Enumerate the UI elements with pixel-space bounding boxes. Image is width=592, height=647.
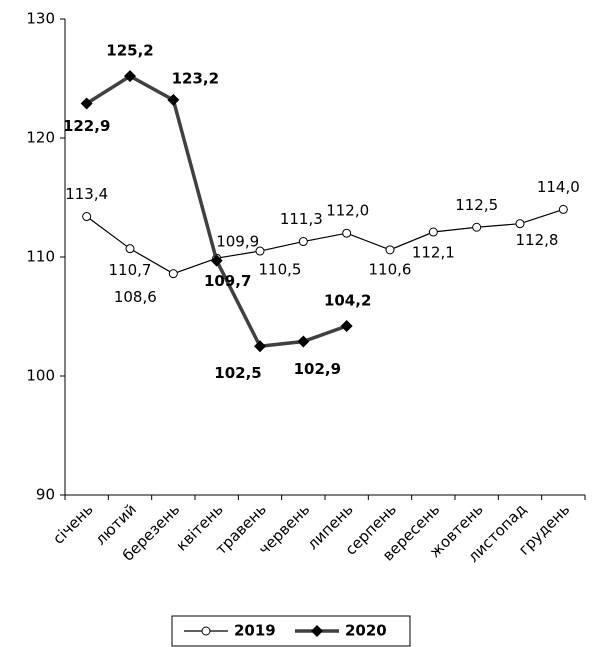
data-label: 112,5 <box>455 196 498 214</box>
marker <box>340 320 353 333</box>
marker <box>255 246 265 256</box>
marker <box>82 212 92 222</box>
data-label: 113,4 <box>65 185 108 203</box>
marker <box>254 340 266 353</box>
data-label: 112,1 <box>412 244 455 262</box>
marker <box>297 335 310 348</box>
marker <box>428 227 438 237</box>
data-label: 110,7 <box>109 261 152 279</box>
legend-label: 2019 <box>234 622 276 640</box>
marker <box>385 245 395 255</box>
marker <box>168 269 178 279</box>
y-tick-label: 120 <box>26 129 55 147</box>
marker <box>298 237 308 247</box>
marker <box>558 204 568 214</box>
y-tick-label: 130 <box>26 10 55 28</box>
y-tick-label: 90 <box>36 486 55 504</box>
data-label: 123,2 <box>172 69 219 87</box>
data-label: 114,0 <box>537 178 580 196</box>
data-label: 109,7 <box>204 272 251 290</box>
marker <box>472 222 482 232</box>
marker <box>125 244 135 254</box>
data-label: 111,3 <box>280 210 323 228</box>
series-line <box>86 208 564 275</box>
data-label: 112,0 <box>326 202 369 220</box>
data-label: 108,6 <box>114 288 157 306</box>
x-tick-label: січень <box>49 500 96 547</box>
data-label: 125,2 <box>106 42 153 60</box>
data-label: 110,6 <box>369 260 412 278</box>
marker <box>167 93 180 106</box>
y-tick-label: 100 <box>26 367 55 385</box>
marker <box>342 228 352 238</box>
data-label: 110,5 <box>259 261 302 279</box>
legend-marker <box>311 625 323 637</box>
legend-label: 2020 <box>345 622 387 640</box>
data-label: 102,9 <box>294 360 341 378</box>
marker <box>515 219 525 229</box>
data-label: 102,5 <box>214 364 261 382</box>
data-label: 112,8 <box>516 231 559 249</box>
data-label: 122,9 <box>63 117 110 135</box>
marker <box>80 97 93 110</box>
data-label: 109,9 <box>216 233 259 251</box>
data-label: 104,2 <box>324 292 371 310</box>
legend-marker <box>201 626 211 636</box>
y-tick-label: 110 <box>26 248 55 266</box>
marker <box>124 70 136 83</box>
marker <box>210 254 223 267</box>
